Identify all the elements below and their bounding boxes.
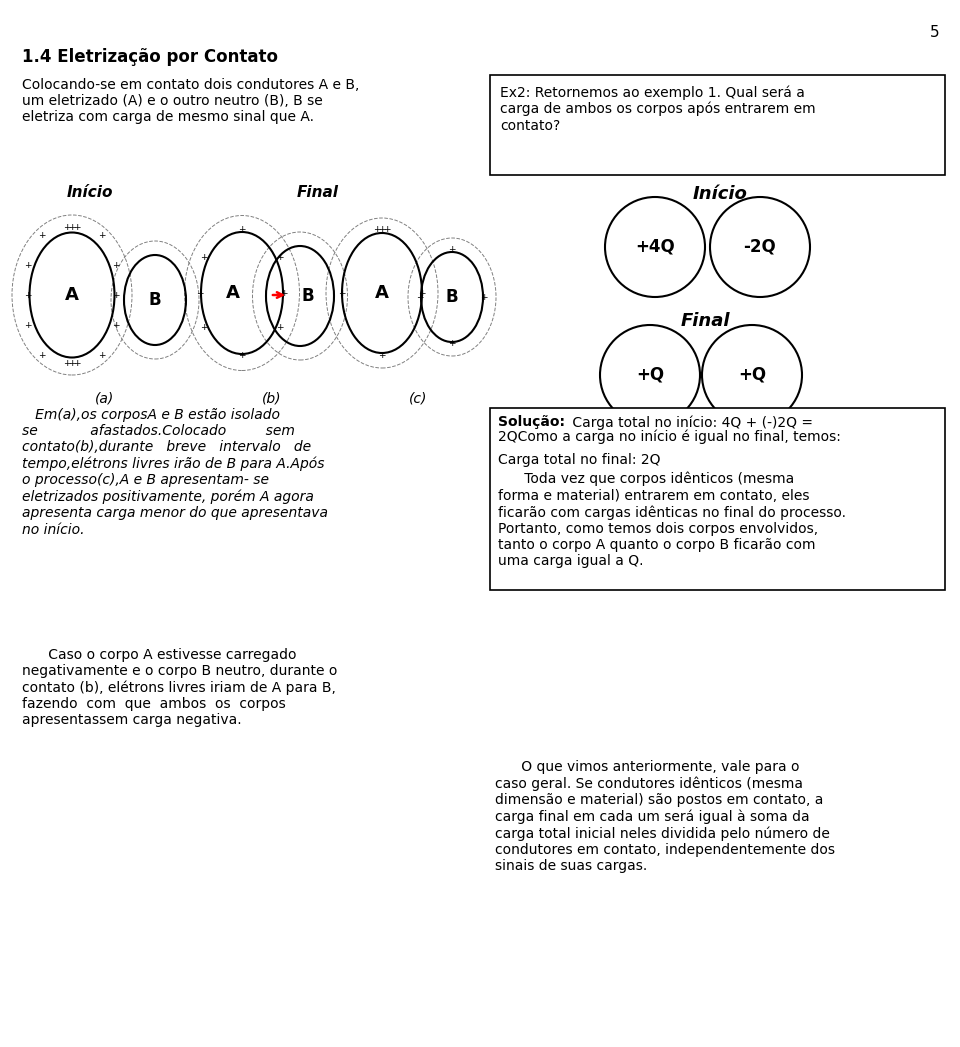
Text: +Q: +Q xyxy=(636,366,664,384)
Text: +: + xyxy=(448,339,456,349)
Text: +: + xyxy=(63,223,71,231)
Text: Início: Início xyxy=(692,185,748,203)
Text: 5: 5 xyxy=(930,25,940,40)
Text: +: + xyxy=(238,352,246,360)
Text: -2Q: -2Q xyxy=(744,238,777,257)
Text: Solução:: Solução: xyxy=(498,415,565,429)
Text: +: + xyxy=(383,225,391,235)
Text: O que vimos anteriormente, vale para o
caso geral. Se condutores idênticos (mesm: O que vimos anteriormente, vale para o c… xyxy=(495,760,835,873)
Text: (c): (c) xyxy=(409,392,427,406)
Text: +: + xyxy=(276,324,284,333)
Text: Final: Final xyxy=(297,185,339,200)
Text: Em(a),os corposA e B estão isolado
se            afastados.Colocado         sem
: Em(a),os corposA e B estão isolado se af… xyxy=(22,408,328,537)
Text: B: B xyxy=(445,288,458,306)
Text: +: + xyxy=(201,324,207,333)
Bar xyxy=(490,75,945,175)
Text: Toda vez que corpos idênticos (mesma
forma e material) entrarem em contato, eles: Toda vez que corpos idênticos (mesma for… xyxy=(498,472,846,569)
Text: (b): (b) xyxy=(262,392,281,406)
Text: +: + xyxy=(24,261,32,269)
Text: Carga total no início: 4Q + (-)2Q =: Carga total no início: 4Q + (-)2Q = xyxy=(568,415,813,429)
Text: B: B xyxy=(149,291,161,309)
Bar xyxy=(490,408,945,591)
Text: +: + xyxy=(280,289,288,297)
Text: +: + xyxy=(338,289,346,297)
Text: Final: Final xyxy=(681,312,730,330)
Text: +: + xyxy=(38,230,46,240)
Text: +: + xyxy=(98,230,106,240)
Text: A: A xyxy=(226,284,240,302)
Text: +: + xyxy=(112,261,120,269)
Text: Ex2: Retornemos ao exemplo 1. Qual será a
carga de ambos os corpos após entrarem: Ex2: Retornemos ao exemplo 1. Qual será … xyxy=(500,85,816,133)
Text: Caso o corpo A estivesse carregado
negativamente e o corpo B neutro, durante o
c: Caso o corpo A estivesse carregado negat… xyxy=(22,648,337,728)
Text: +: + xyxy=(24,320,32,330)
Text: +: + xyxy=(373,225,381,235)
Text: (a): (a) xyxy=(95,392,114,406)
Text: +: + xyxy=(73,358,81,367)
Text: +: + xyxy=(98,351,106,359)
Text: +: + xyxy=(112,290,120,299)
Text: +: + xyxy=(24,290,32,299)
Text: Colocando-se em contato dois condutores A e B,
um eletrizado (A) e o outro neutr: Colocando-se em contato dois condutores … xyxy=(22,77,359,125)
Text: +: + xyxy=(112,320,120,330)
Text: +: + xyxy=(419,289,425,297)
Text: 1.4 Eletrização por Contato: 1.4 Eletrização por Contato xyxy=(22,48,278,66)
Text: +: + xyxy=(480,292,488,302)
Text: 2QComo a carga no início é igual no final, temos:: 2QComo a carga no início é igual no fina… xyxy=(498,430,841,445)
Text: +: + xyxy=(196,289,204,297)
Text: +: + xyxy=(73,223,81,231)
Text: +: + xyxy=(448,245,456,254)
Text: Início: Início xyxy=(67,185,113,200)
Text: B: B xyxy=(301,287,314,305)
Text: +: + xyxy=(68,223,76,231)
Text: Carga total no final: 2Q: Carga total no final: 2Q xyxy=(498,453,660,467)
Text: +: + xyxy=(38,351,46,359)
Text: +: + xyxy=(417,292,423,302)
Text: +: + xyxy=(276,253,284,263)
Text: +: + xyxy=(378,225,386,235)
Text: +Q: +Q xyxy=(738,366,766,384)
Text: +: + xyxy=(63,358,71,367)
Text: +: + xyxy=(378,352,386,360)
Text: +: + xyxy=(68,358,76,367)
Text: +4Q: +4Q xyxy=(636,238,675,257)
Text: A: A xyxy=(65,286,79,304)
Text: +: + xyxy=(201,253,207,263)
Text: +: + xyxy=(238,225,246,235)
Text: A: A xyxy=(375,284,389,302)
